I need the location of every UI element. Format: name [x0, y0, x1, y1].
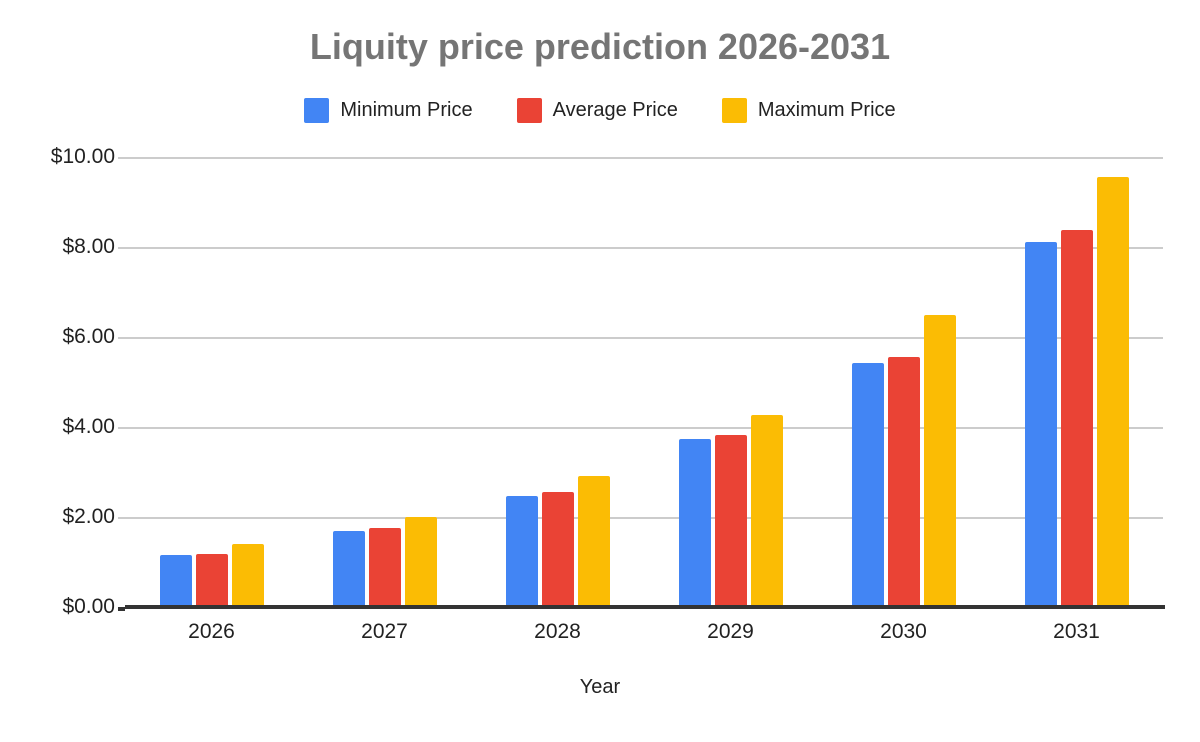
bar-average-2026[interactable]: [195, 554, 228, 607]
bar-average-2027[interactable]: [368, 528, 401, 607]
bar-minimum-2027[interactable]: [332, 530, 365, 607]
legend-swatch-minimum-price: [304, 98, 330, 123]
x-axis-tick-label-2029: 2029: [707, 620, 754, 643]
x-axis-tick-label-2030: 2030: [880, 620, 927, 643]
bar-minimum-2031[interactable]: [1024, 242, 1057, 607]
bar-maximum-2031[interactable]: [1096, 176, 1129, 607]
y-axis-tick-label: $2.00: [62, 505, 115, 528]
bar-minimum-2029[interactable]: [678, 438, 711, 607]
chart-title: Liquity price prediction 2026-2031: [309, 26, 891, 67]
plot-area: [125, 157, 1163, 607]
legend-swatch-average-price: [516, 98, 542, 123]
bar-average-2029[interactable]: [714, 434, 747, 607]
bar-maximum-2030[interactable]: [923, 314, 956, 607]
y-axis-tick-label: $8.00: [62, 235, 115, 258]
bar-minimum-2028[interactable]: [505, 495, 538, 607]
gridline: [125, 157, 1163, 159]
y-axis-tick-labels: $0.00 $2.00 $4.00 $6.00 $8.00 $10.00: [0, 0, 115, 742]
legend-item-maximum-price[interactable]: Maximum Price: [721, 98, 896, 123]
legend-item-average-price[interactable]: Average Price: [516, 98, 678, 123]
bar-average-2028[interactable]: [541, 491, 574, 607]
x-axis-tick-label-2031: 2031: [1053, 620, 1100, 643]
bar-maximum-2029[interactable]: [750, 414, 783, 607]
gridline: [125, 247, 1163, 249]
x-axis-tick-label-2026: 2026: [188, 620, 235, 643]
y-axis-tick-mark: [118, 427, 125, 429]
bar-minimum-2026[interactable]: [159, 554, 192, 607]
bar-group-2027: [332, 157, 437, 607]
y-axis-tick-label: $0.00: [62, 595, 115, 618]
gridline: [125, 517, 1163, 519]
y-axis-tick-mark: [118, 247, 125, 249]
chart-legend: Minimum Price Average Price Maximum Pric…: [0, 98, 1200, 123]
y-axis-tick-mark: [118, 337, 125, 339]
x-axis-tick-label-2028: 2028: [534, 620, 581, 643]
bar-group-2028: [505, 157, 610, 607]
y-axis-tick-label: $10.00: [50, 145, 115, 168]
y-axis-tick-label: $4.00: [62, 415, 115, 438]
bar-group-2031: [1024, 157, 1129, 607]
x-axis-tick-label-2027: 2027: [361, 620, 408, 643]
bar-average-2030[interactable]: [887, 357, 920, 607]
y-axis-tick-label: $6.00: [62, 325, 115, 348]
y-axis-tick-mark: [118, 157, 125, 159]
bar-maximum-2028[interactable]: [577, 476, 610, 607]
x-axis-title: Year: [579, 676, 621, 698]
legend-swatch-maximum-price: [721, 98, 747, 123]
bar-group-2026: [159, 157, 264, 607]
bar-maximum-2027[interactable]: [404, 517, 437, 607]
legend-item-minimum-price[interactable]: Minimum Price: [304, 98, 473, 123]
bar-average-2031[interactable]: [1060, 230, 1093, 607]
legend-label-maximum-price: Maximum Price: [757, 99, 896, 121]
y-axis-tick-mark: [118, 517, 125, 519]
bar-maximum-2026[interactable]: [231, 544, 264, 607]
y-axis-tick-mark: [118, 607, 125, 611]
gridline: [125, 427, 1163, 429]
bar-group-2029: [678, 157, 783, 607]
gridline: [125, 337, 1163, 339]
bar-minimum-2030[interactable]: [851, 363, 884, 607]
bar-group-2030: [851, 157, 956, 607]
x-axis-line: [125, 605, 1165, 609]
legend-label-average-price: Average Price: [552, 99, 678, 121]
legend-label-minimum-price: Minimum Price: [340, 99, 473, 121]
